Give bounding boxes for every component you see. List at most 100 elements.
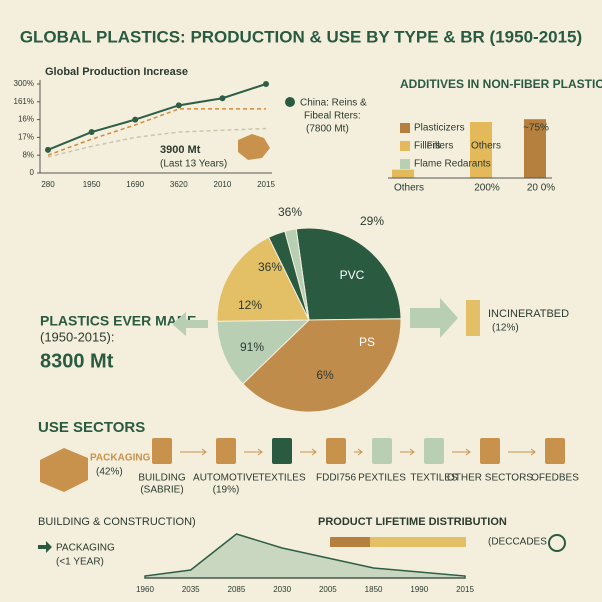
pie-label: PVC [340,268,365,282]
incinerated: (12%) [492,323,519,334]
x-tick-label: 1690 [126,180,144,189]
arrow [354,448,363,456]
legend-label: Fillers [414,141,441,152]
point [263,81,269,87]
legend-label: Flame Redarants [414,159,491,170]
sector-label: (SABRIE) [140,485,183,496]
pie-slice [284,228,310,321]
pie-slice [216,319,311,385]
pie-slice [295,227,402,321]
ever-made-total: 8300 Mt [40,350,114,372]
x-label: 20 0% [527,183,555,194]
legend-swatch [400,159,410,169]
sector-icon [424,438,444,464]
area-title: PRODUCT LIFETIME DISTRIBUTION [318,516,507,528]
lifetime-bar [330,537,370,547]
pie-label: 91% [240,340,264,354]
icon [285,97,295,107]
sector-label: AUTOMOTIVE [193,473,259,484]
pie-label: 36% [278,205,302,219]
x-tick-label: 2035 [182,585,200,594]
arrow [452,448,471,456]
bar-annotation: ~75% [523,123,549,134]
y-tick-label: 8% [22,150,34,159]
sectors-title: USE SECTORS [38,419,145,436]
sector-icon [272,438,292,464]
incinerated: INCINERATBED [488,308,569,320]
sector-icon [326,438,346,464]
x-label: Others [394,183,424,194]
bottom-label: PACKAGING [56,543,115,554]
ever-made: (1950-2015): [40,329,114,344]
arrow [300,448,317,456]
icon [466,300,480,336]
x-tick-label: 2085 [228,585,246,594]
sector-label: FDDI756 [316,473,356,484]
point [175,102,182,109]
arrow [400,448,415,456]
sector-label: BUILDING [138,473,185,484]
x-tick-label: 1990 [410,585,428,594]
bar [392,169,414,178]
pie-slice [242,318,402,413]
clock-icon [548,534,566,552]
arrow [244,448,263,456]
pie-label: PS [359,335,375,349]
legend-swatch [400,141,410,151]
note: Fibeal Rters: [304,111,361,122]
pie-label: 29% [360,214,384,228]
china-map [238,134,270,160]
line [47,108,266,156]
y-tick-label: 17% [18,133,34,142]
note: China: Reins & [300,98,367,109]
x-tick-label: 2015 [257,180,275,189]
bar-annotation: Others [471,141,501,152]
line-title: Global Production Increase [45,66,188,78]
annotation: (Last 13 Years) [160,159,227,170]
pie-slice [216,236,310,322]
x-tick-label: 3620 [170,180,188,189]
packaging: (42%) [96,467,123,478]
bar-annotation: Fillers [427,141,454,152]
arrow [172,312,208,336]
sector-label: OTHER SECTORS [447,473,533,484]
point [45,146,51,153]
pie-label: 6% [316,368,334,382]
x-label: 200% [474,183,500,194]
sector-icon [545,438,565,464]
line [47,127,267,158]
sector-label: PEXTILES [358,473,406,484]
decades: (DECCADES [488,537,547,548]
x-tick-label: 280 [41,180,55,189]
bar [524,119,546,178]
point [88,129,95,136]
line [47,83,267,151]
bar-title: ADDITIVES IN NON-FIBER PLASTICS (7% by m… [400,77,602,91]
sector-icon [480,438,500,464]
arrow [508,448,536,456]
box-icon [40,448,88,492]
y-tick-label: 300% [14,79,34,88]
sector-icon [216,438,236,464]
annotation: 3900 Mt [160,144,201,156]
y-tick-label: 161% [14,97,34,106]
area [144,533,466,579]
y-tick-label: 0 [30,168,35,177]
sector-icon [372,438,392,464]
x-tick-label: 1950 [83,180,101,189]
point [132,116,139,123]
ever-made: PLASTICS EVER MADE [40,313,196,329]
x-tick-label: 1850 [365,585,383,594]
sector-label: TEXTILES [258,473,306,484]
legend-label: Plasticizers [414,123,465,134]
sector-label: TEXTILES [410,473,458,484]
title: GLOBAL PLASTICS: PRODUCTION & USE BY TYP… [20,27,582,46]
x-tick-label: 2005 [319,585,337,594]
bottom-label: BUILDING & CONSTRUCTION) [38,516,196,528]
x-tick-label: 2010 [214,180,232,189]
note: (7800 Mt) [306,124,349,135]
x-tick-label: 2015 [456,585,474,594]
bottom-label: (<1 YEAR) [56,557,104,568]
